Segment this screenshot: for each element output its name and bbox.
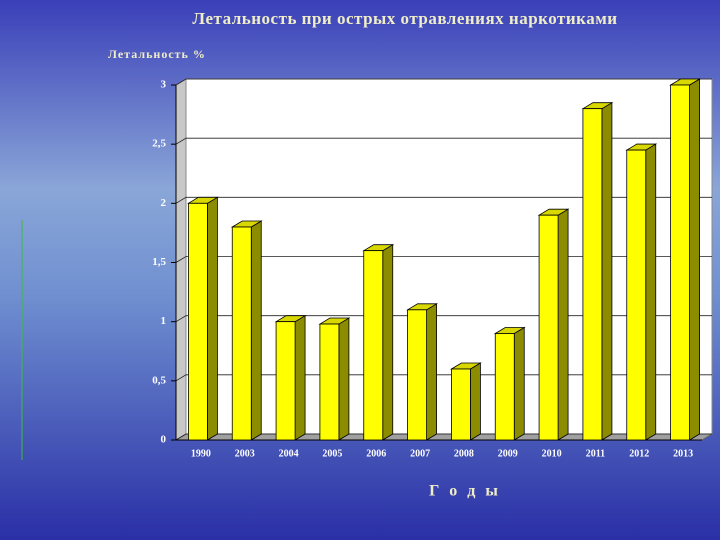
bar — [493, 326, 526, 441]
grid-line — [175, 315, 712, 323]
grid-line — [175, 137, 712, 145]
bar — [274, 314, 307, 441]
x-tick-label: 1990 — [191, 448, 211, 459]
bar — [230, 220, 263, 441]
bar-side — [382, 243, 394, 441]
bar — [537, 208, 570, 441]
bar-front — [451, 368, 471, 441]
x-tick-label: 2009 — [498, 448, 518, 459]
y-tick-label: 1,5 — [152, 256, 166, 268]
grid-line — [175, 196, 712, 204]
bar-front — [275, 321, 296, 441]
y-tick-label: 2 — [161, 197, 167, 209]
x-tick-label: 2006 — [366, 448, 386, 459]
x-tick-label: 2010 — [542, 448, 562, 459]
x-tick-label: 2008 — [454, 448, 474, 459]
bar-side — [645, 143, 657, 441]
bar-side — [470, 362, 481, 441]
y-tick-label: 2,5 — [152, 138, 166, 150]
bar — [449, 362, 482, 441]
y-axis-title: Летальность % — [108, 47, 206, 61]
x-tick-label: 2012 — [629, 448, 649, 459]
bar-side — [207, 196, 218, 441]
y-tick-label: 0,5 — [152, 374, 166, 386]
bar-side — [513, 326, 525, 441]
bar — [581, 101, 614, 441]
grid-line — [175, 256, 712, 263]
bar-front — [670, 84, 690, 441]
bar-front — [494, 333, 515, 441]
bar — [186, 196, 219, 441]
bar-side — [338, 317, 350, 441]
bar-side — [557, 208, 569, 441]
x-tick-label: 2011 — [586, 448, 605, 459]
bar-side — [426, 303, 437, 441]
grid-line — [175, 374, 712, 382]
y-tick-label: 3 — [161, 79, 167, 91]
bar-side — [601, 101, 613, 441]
bar-side — [689, 78, 700, 441]
x-tick-label: 2003 — [235, 448, 255, 459]
chart-title: Летальность при острых отравлениях нарко… — [192, 9, 617, 28]
bar — [362, 243, 395, 441]
bar-front — [188, 202, 208, 441]
x-tick-label: 2013 — [673, 448, 693, 459]
bar-front — [538, 214, 559, 441]
bar — [406, 303, 439, 441]
x-tick-label: 2004 — [279, 448, 299, 459]
bar-front — [319, 323, 340, 441]
bar-front — [626, 149, 647, 441]
bar — [669, 78, 702, 441]
x-tick-label: 2007 — [410, 448, 430, 459]
grid-line — [175, 433, 712, 441]
bar — [318, 317, 351, 441]
grid-line — [175, 78, 712, 86]
bar-front — [231, 226, 252, 441]
y-tick-label: 0 — [161, 434, 167, 446]
x-axis-title: Г о д ы — [429, 483, 501, 500]
bar-front — [582, 108, 603, 441]
bar — [625, 143, 658, 441]
bar-side — [294, 314, 306, 441]
x-tick-label: 2005 — [322, 448, 342, 459]
bar-side — [250, 220, 262, 441]
y-tick-label: 1 — [161, 315, 167, 327]
bar-front — [407, 309, 427, 441]
bar-front — [363, 250, 384, 441]
